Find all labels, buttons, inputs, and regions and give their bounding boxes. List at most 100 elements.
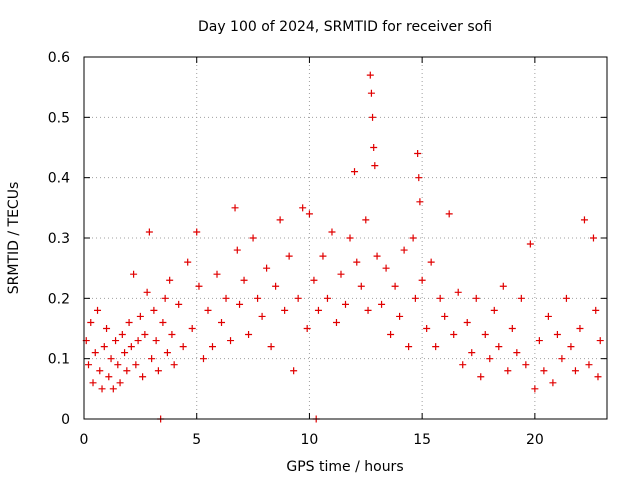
data-point (141, 331, 149, 339)
data-point (159, 318, 167, 326)
data-point (499, 282, 507, 290)
data-point (558, 355, 566, 363)
y-tick-label: 0.5 (48, 110, 70, 126)
data-point (580, 216, 588, 224)
data-point (193, 228, 201, 236)
data-point (170, 361, 178, 369)
data-point (332, 318, 340, 326)
data-point (199, 355, 207, 363)
data-point (504, 367, 512, 375)
data-point (472, 294, 480, 302)
data-point (585, 361, 593, 369)
data-point (254, 294, 262, 302)
data-point (195, 282, 203, 290)
data-point (468, 349, 476, 357)
data-point (357, 282, 365, 290)
data-point (445, 210, 453, 218)
data-point (145, 228, 153, 236)
y-tick-label: 0.6 (48, 50, 70, 66)
data-point (411, 294, 419, 302)
data-point (576, 325, 584, 332)
x-tick-label: 15 (413, 432, 431, 448)
data-point (89, 379, 97, 387)
data-point (323, 294, 331, 302)
data-point (130, 270, 138, 278)
data-point (290, 367, 298, 375)
data-point (553, 331, 561, 339)
data-point (305, 210, 313, 218)
data-point (337, 270, 345, 278)
data-point (415, 174, 423, 182)
data-point (370, 144, 378, 151)
y-axis-label: SRMTID / TECUs (6, 182, 22, 295)
data-point (594, 373, 602, 381)
data-point (175, 300, 183, 308)
data-point (121, 349, 129, 357)
data-point (567, 343, 575, 351)
data-point (258, 312, 266, 320)
data-point (364, 306, 372, 314)
data-point (310, 276, 318, 284)
data-point (213, 270, 221, 278)
data-point (127, 343, 135, 351)
x-axis-label: GPS time / hours (286, 459, 403, 475)
data-point (459, 361, 467, 369)
y-tick-label: 0.3 (48, 231, 70, 247)
data-point (369, 113, 377, 121)
data-point (549, 379, 557, 387)
data-point (436, 294, 444, 302)
data-point (495, 343, 503, 351)
data-point (596, 337, 604, 345)
y-tick-label: 0 (61, 412, 70, 428)
data-point (154, 367, 162, 375)
data-point (267, 343, 275, 351)
data-point (362, 216, 370, 224)
data-point (477, 373, 485, 381)
data-point (346, 234, 354, 242)
data-point (373, 252, 381, 260)
x-tick-label: 5 (192, 432, 201, 448)
data-point (87, 318, 95, 326)
data-point (508, 325, 516, 332)
data-point (184, 258, 192, 266)
data-point (531, 385, 539, 393)
data-point (222, 294, 230, 302)
data-point (123, 367, 131, 375)
data-point (517, 294, 525, 302)
y-tick-label: 0.4 (48, 171, 70, 187)
data-point (486, 355, 494, 363)
data-point (391, 282, 399, 290)
data-points (82, 71, 604, 423)
data-point (342, 300, 349, 308)
data-point (249, 234, 257, 242)
data-point (98, 385, 106, 393)
data-point (367, 89, 375, 97)
data-point (513, 349, 521, 357)
data-point (387, 331, 395, 339)
data-point (179, 343, 187, 351)
data-point (285, 252, 293, 260)
data-point (163, 349, 171, 357)
data-point (240, 276, 248, 284)
data-point (418, 276, 426, 284)
data-point (166, 276, 174, 284)
data-point (535, 337, 543, 345)
data-point (423, 325, 431, 332)
data-point (371, 162, 379, 170)
plot-frame (83, 56, 608, 420)
data-point (125, 318, 133, 326)
data-point (114, 361, 122, 369)
data-point (109, 385, 117, 393)
data-point (351, 168, 359, 176)
grid-layer (84, 57, 607, 419)
data-point (118, 331, 126, 339)
data-point (441, 312, 449, 320)
data-point (227, 337, 235, 345)
chart-title: Day 100 of 2024, SRMTID for receiver sof… (198, 19, 492, 35)
data-point (91, 349, 99, 357)
data-point (152, 337, 160, 345)
axis-ticks: 0 0.1 0.2 0.3 0.4 0.5 0.6 0 5 10 15 20 (48, 50, 607, 448)
data-point (409, 234, 417, 242)
data-point (94, 306, 102, 314)
